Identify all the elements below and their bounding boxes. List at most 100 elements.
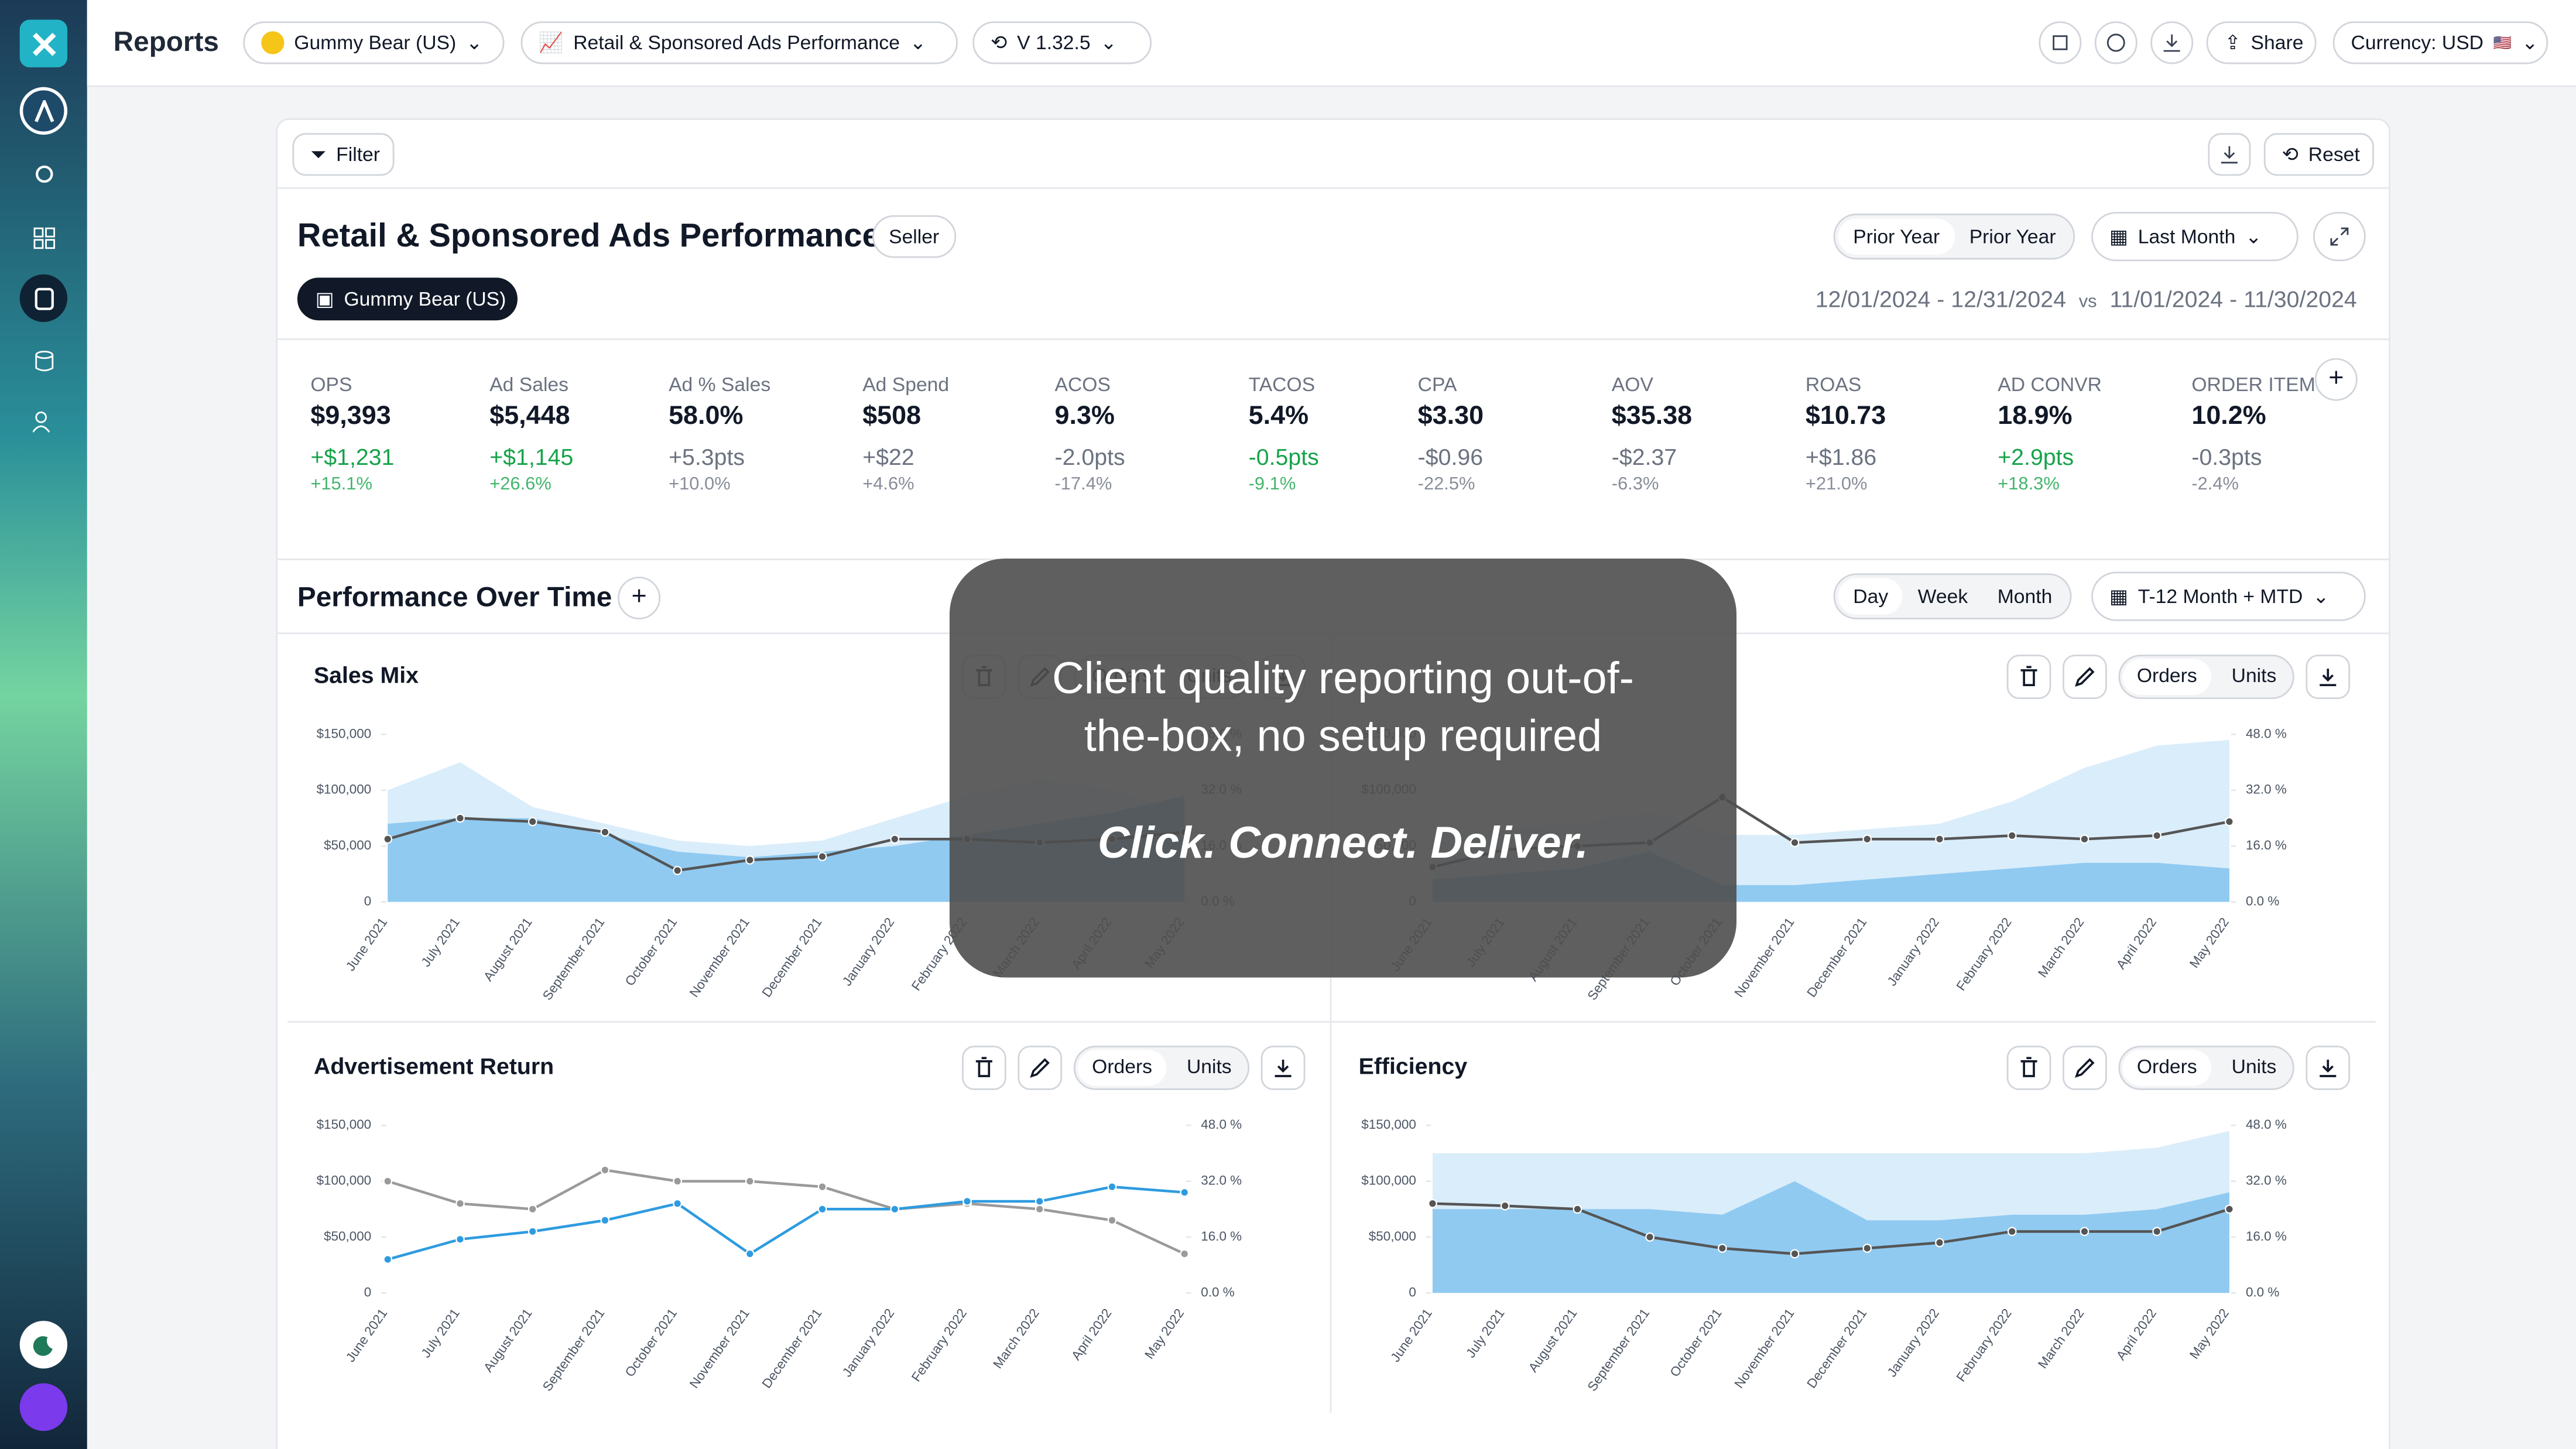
point [1107, 1215, 1117, 1225]
kpi[interactable]: ROAS $10.73 +$1.86 +21.0% [1806, 373, 1986, 495]
compare-option[interactable]: Prior Year [1838, 218, 1955, 255]
logo[interactable] [19, 19, 68, 68]
kpi[interactable]: ACOS 9.3% -2.0pts -17.4% [1055, 373, 1236, 495]
kpi[interactable]: Ad Sales $5,448 +$1,145 +26.6% [489, 373, 670, 495]
kpi[interactable]: OPS $9,393 +$1,231 +15.1% [310, 373, 491, 495]
point [1034, 1197, 1044, 1206]
y2-tick-label: 32.0 % [1201, 1173, 1242, 1188]
point [2225, 817, 2234, 827]
nav-home[interactable] [19, 87, 68, 135]
filter-button[interactable]: ⏷ Filter [292, 133, 395, 176]
point [962, 1197, 972, 1206]
x-tick-label: June 2021 [343, 915, 390, 974]
point [673, 1176, 682, 1186]
kpi[interactable]: Ad % Sales 58.0% +5.3pts +10.0% [669, 373, 849, 495]
nav-users[interactable] [20, 398, 67, 445]
expand-button[interactable] [2313, 211, 2366, 262]
kpi[interactable]: Ad Spend $508 +$22 +4.6% [862, 373, 1043, 495]
avatar[interactable] [19, 1383, 68, 1431]
toggle-option[interactable]: Orders [2137, 665, 2197, 687]
granularity-option[interactable]: Day [1838, 578, 1903, 615]
kpi-value: 18.9% [1998, 402, 2073, 431]
y2-tick-label: 16.0 % [2246, 838, 2287, 852]
ai-button[interactable] [2039, 21, 2082, 64]
range-select[interactable]: ▦ Last Month ⌄ [2091, 211, 2298, 262]
kpi[interactable]: ORDER ITEM 10.2% -0.3pts -2.4% [2191, 373, 2372, 495]
account-chip[interactable]: ▣ Gummy Bear (US) [297, 278, 518, 321]
period-select[interactable]: ▦ T-12 Month + MTD ⌄ [2091, 571, 2366, 621]
kpi-label: Ad Spend [862, 372, 950, 396]
export-button[interactable] [2208, 133, 2251, 176]
kpi[interactable]: CPA $3.30 -$0.96 -22.5% [1418, 373, 1599, 495]
kpi-change: -0.5pts [1248, 443, 1319, 470]
delete-button[interactable] [2006, 1046, 2051, 1090]
toggle-option[interactable]: Units [2232, 665, 2277, 687]
edit-button[interactable] [2063, 655, 2107, 700]
button-icon [2020, 666, 2037, 686]
point [1180, 1187, 1190, 1197]
point [2080, 834, 2089, 844]
granularity-option[interactable]: Week [1917, 584, 1968, 608]
point [1862, 834, 1872, 844]
download-button[interactable] [2150, 21, 2194, 64]
x-tick-label: July 2021 [418, 915, 463, 970]
edit-button[interactable] [2063, 1046, 2107, 1090]
nav-reports[interactable] [19, 274, 68, 322]
sidebar [0, 0, 87, 1449]
point [673, 1198, 682, 1208]
kpi-pct: -17.4% [1054, 474, 1112, 495]
x-tick-label: November 2021 [687, 1306, 752, 1391]
version-select[interactable]: ⟲ V 1.32.5 ⌄ [972, 21, 1152, 64]
download-button[interactable] [1260, 1046, 1306, 1090]
compare-option[interactable]: Prior Year [1969, 225, 2056, 248]
nav-data[interactable] [20, 337, 67, 384]
y-tick-label: $100,000 [317, 782, 372, 797]
toggle-option[interactable]: Units [2232, 1056, 2277, 1078]
point [1500, 1201, 1510, 1211]
share-button[interactable]: ⇪ Share [2206, 21, 2317, 64]
point [1862, 1244, 1872, 1253]
chevron: ⌄ [466, 31, 483, 54]
point [383, 1176, 393, 1186]
add-chart-button[interactable]: + [618, 576, 661, 619]
x-tick-label: January 2022 [840, 1306, 897, 1380]
reset-button[interactable]: ⟲ Reset [2263, 133, 2374, 176]
comments-button[interactable] [2094, 21, 2137, 64]
button-frame [2063, 1046, 2107, 1090]
kpi[interactable]: TACOS 5.4% -0.5pts -9.1% [1249, 373, 1430, 495]
toggle-option[interactable]: Units [1187, 1056, 1232, 1078]
filter-label: Filter [336, 143, 381, 166]
point [527, 1227, 537, 1236]
theme-toggle[interactable] [19, 1321, 68, 1369]
x-tick-label: May 2022 [2187, 1306, 2232, 1362]
delete-button[interactable] [2006, 655, 2051, 700]
top-bar: Reports Gummy Bear (US) ⌄ 📈 Retail & Spons… [87, 0, 2576, 87]
y2-tick-label: 32.0 % [2246, 1173, 2287, 1188]
kpi[interactable]: AOV $35.38 -$2.37 -6.3% [1612, 373, 1793, 495]
kpi-pct: -9.1% [1248, 474, 1296, 495]
x-tick-label: September 2021 [540, 915, 608, 1003]
add-kpi-button[interactable]: + [2314, 358, 2358, 401]
account-select[interactable]: Gummy Bear (US) ⌄ [243, 21, 505, 64]
line [387, 1169, 1186, 1255]
kpi-label: ACOS [1054, 372, 1111, 396]
report-title: Retail & Sponsored Ads Performance [297, 218, 881, 255]
edit-button[interactable] [1018, 1046, 1063, 1090]
nav-dashboards[interactable] [20, 214, 67, 261]
x-tick-label: November 2021 [1732, 915, 1797, 1000]
point [2007, 831, 2017, 841]
nav-ideas[interactable] [20, 151, 67, 198]
report-select[interactable]: 📈 Retail & Sponsored Ads Performance ⌄ [520, 21, 958, 64]
point [817, 1182, 827, 1191]
toggle-option[interactable]: Orders [1092, 1056, 1152, 1078]
currency-select[interactable]: Currency: USD 🇺🇸 ⌄ [2332, 21, 2548, 64]
toggle-active [1077, 1050, 1167, 1086]
point [1717, 1244, 1727, 1253]
delete-button[interactable] [961, 1046, 1006, 1090]
granularity-option[interactable]: Month [1997, 584, 2053, 608]
toggle-option[interactable]: Orders [2137, 1056, 2197, 1078]
download-button[interactable] [2306, 655, 2351, 700]
download-button[interactable] [2306, 1046, 2351, 1090]
kpi[interactable]: AD CONVR 18.9% +2.9pts +18.3% [1998, 373, 2178, 495]
x-tick-label: October 2021 [622, 1306, 680, 1380]
